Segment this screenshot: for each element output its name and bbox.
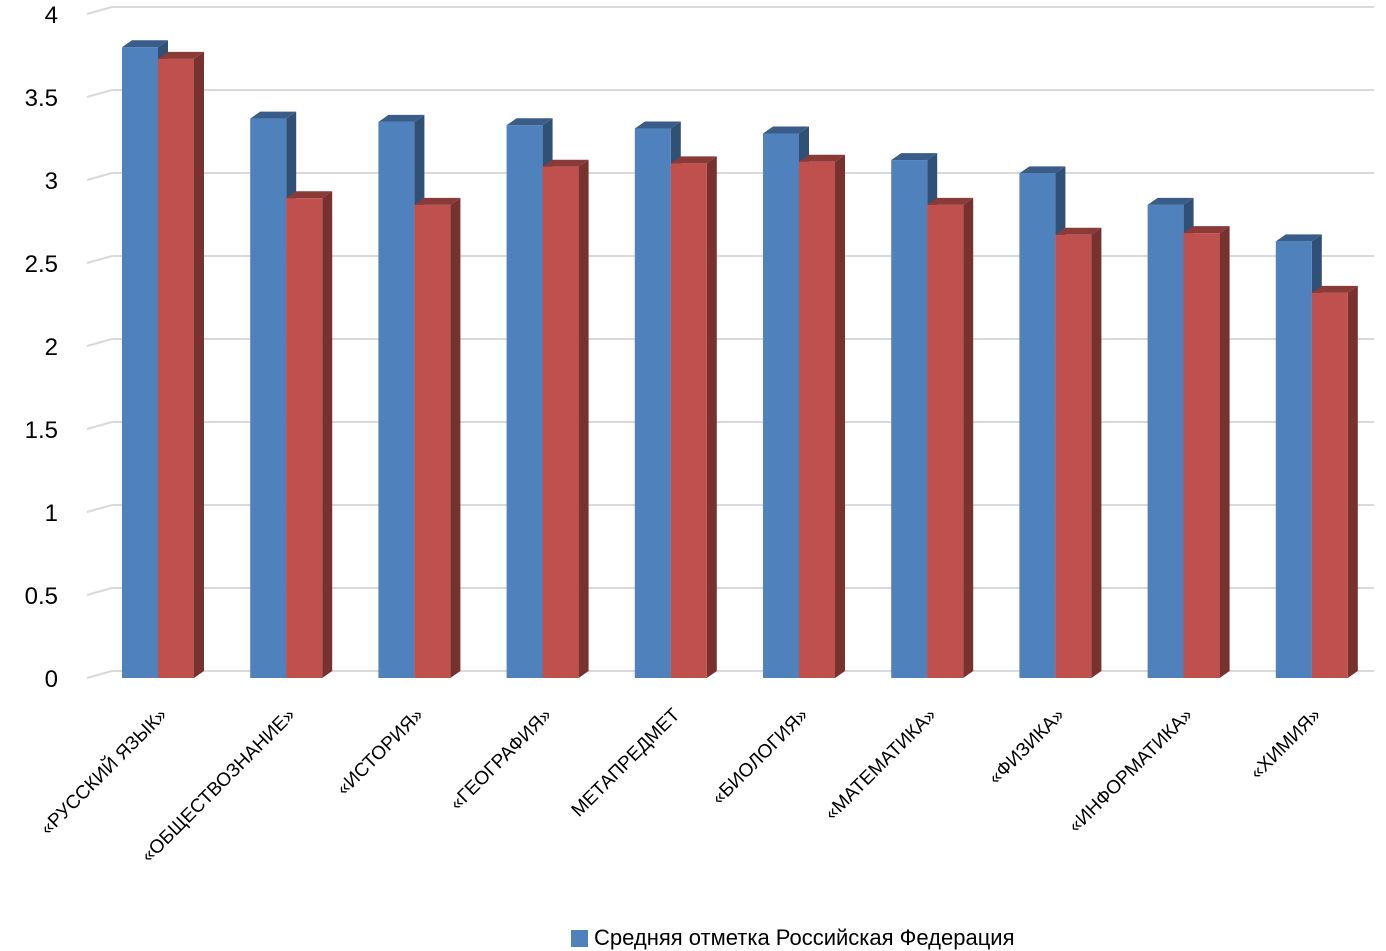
bar-top [1275, 234, 1322, 242]
y-tick-label: 2 [45, 334, 58, 361]
bar-top [414, 197, 461, 205]
y-tick-label: 0 [45, 666, 58, 693]
bar-top [763, 126, 809, 134]
gridline-diagonal [86, 670, 113, 679]
bar-front [1147, 204, 1184, 678]
y-tick-label: 3.5 [25, 85, 58, 112]
y-tick-label: 0.5 [25, 583, 58, 610]
bar-top [799, 154, 845, 162]
bar-front [378, 121, 415, 678]
bar [927, 197, 974, 678]
bar-top [286, 191, 333, 199]
bar [799, 154, 845, 679]
x-category-label: «ИНФОРМАТИКА» [1065, 705, 1197, 837]
bar-top [250, 111, 297, 119]
bar-side [706, 156, 717, 678]
x-category-label: «МАТЕМАТИКА» [821, 705, 941, 825]
y-tick-label: 1.5 [25, 417, 58, 444]
y-tick-label: 4 [45, 2, 58, 29]
bar-top [506, 118, 553, 126]
bar-top [927, 197, 974, 205]
bar-top [634, 121, 681, 129]
bar-side [450, 197, 461, 678]
bar-top [378, 114, 425, 122]
bar [1183, 226, 1230, 678]
legend-swatch [571, 929, 588, 947]
bar [670, 156, 717, 678]
y-tick-label: 3 [45, 168, 58, 195]
bar [158, 51, 204, 678]
y-tick-label: 1 [45, 500, 58, 527]
gridline-diagonal [86, 587, 113, 596]
bar-top [1019, 166, 1066, 174]
bar [286, 191, 333, 678]
bar-front [158, 58, 194, 678]
bar-side [1219, 226, 1230, 678]
bar-front [763, 133, 799, 678]
bar-front [542, 166, 579, 678]
bar-top [122, 40, 168, 48]
bar-front [506, 125, 543, 679]
bar-front [286, 198, 323, 678]
bar-top [891, 153, 938, 161]
bar-side [194, 51, 204, 678]
bar-front [1055, 234, 1092, 678]
bar-front [1183, 233, 1220, 678]
x-category-label: «ИСТОРИЯ» [333, 705, 428, 800]
gridline-diagonal [86, 172, 113, 181]
gridline-diagonal [86, 504, 113, 513]
bar [414, 197, 461, 678]
gridline-diagonal [86, 6, 113, 15]
gridline-diagonal [86, 421, 113, 430]
bar-side [963, 197, 974, 678]
x-category-label: «ФИЗИКА» [985, 705, 1069, 789]
y-axis-ticks: 0 0.5 1 1.5 2 2.5 3 3.5 4 [25, 2, 58, 693]
bar-top [542, 159, 589, 167]
x-category-label: МЕТАПРЕДМЕТ [568, 704, 685, 821]
gridline-diagonal [86, 255, 113, 264]
bar [1055, 227, 1102, 678]
bar-side [322, 191, 333, 678]
bar-front [122, 47, 158, 678]
bar-top [158, 51, 204, 59]
bar-top [1147, 197, 1194, 205]
bar-front [414, 204, 451, 678]
bar [542, 159, 589, 679]
bar-front [891, 160, 928, 678]
bar-front [634, 128, 671, 679]
x-category-label: «ХИМИЯ» [1246, 705, 1325, 784]
bar-front [799, 161, 835, 679]
bar-side [1347, 285, 1358, 678]
bar-front [1311, 292, 1348, 678]
legend: Средняя отметка Российская Федерация [571, 925, 1015, 951]
y-tick-label: 2.5 [25, 251, 58, 278]
bar-side [578, 159, 589, 679]
x-category-label: «РУССКИЙ ЯЗЫК» [36, 704, 172, 840]
gridline-diagonal [86, 338, 113, 347]
bar-front [927, 204, 964, 678]
bar-front [670, 163, 707, 678]
x-category-label: «БИОЛОГИЯ» [708, 705, 812, 809]
bar-side [1091, 227, 1102, 678]
bar [1311, 285, 1358, 678]
bar-top [1311, 285, 1358, 293]
bar-top [1183, 226, 1230, 234]
bar-top [1055, 227, 1102, 235]
bar-series [122, 40, 1358, 679]
legend-label: Средняя отметка Российская Федерация [594, 925, 1015, 950]
bar-front [1019, 173, 1056, 679]
bar-side [835, 154, 845, 679]
x-axis-labels: «РУССКИЙ ЯЗЫК»«ОБЩЕСТВОЗНАНИЕ» «ИСТОРИЯ» «… [36, 704, 1325, 867]
x-category-label: «ГЕОГРАФИЯ» [446, 705, 556, 815]
gridline-diagonal [86, 89, 113, 98]
bar-top [670, 156, 717, 164]
bar-front [250, 118, 287, 678]
bar-front [1275, 241, 1312, 679]
